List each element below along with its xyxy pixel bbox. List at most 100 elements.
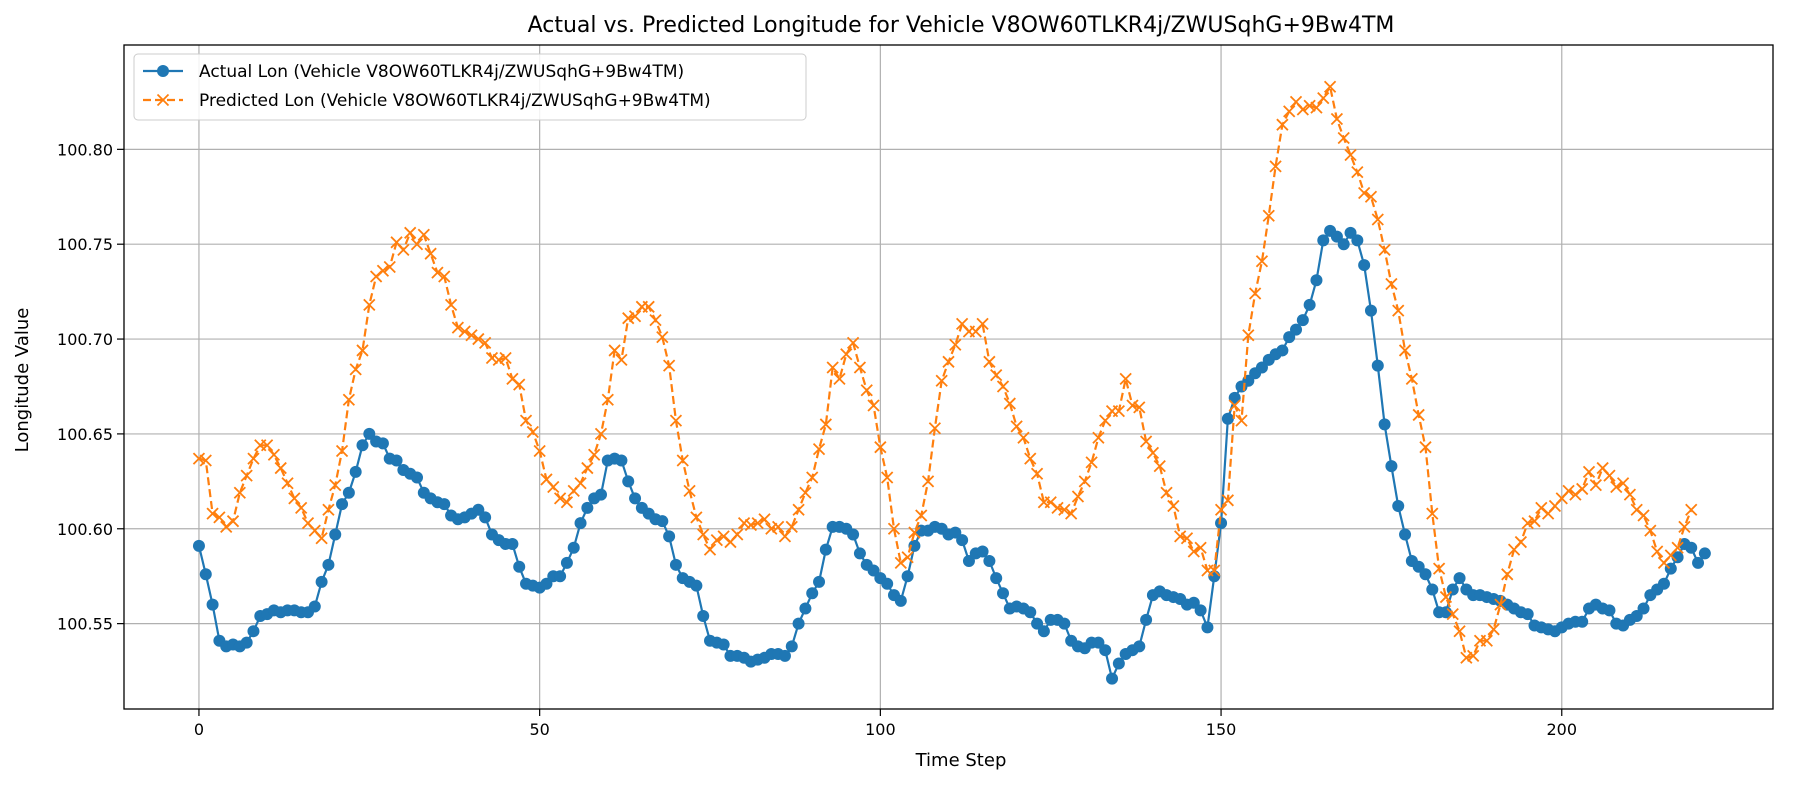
predicted-point — [881, 471, 894, 484]
actual-point — [1453, 572, 1466, 585]
predicted-point — [772, 520, 785, 534]
actual-point — [1317, 234, 1330, 247]
predicted-point — [1255, 255, 1269, 268]
predicted-point — [281, 477, 294, 490]
predicted-point — [744, 518, 758, 532]
predicted-point — [1480, 634, 1493, 647]
actual-point — [1228, 391, 1241, 404]
x-tick-label: 200 — [1546, 720, 1577, 739]
predicted-point — [574, 477, 587, 490]
actual-point — [956, 534, 969, 547]
predicted-point — [628, 310, 642, 323]
predicted-point — [656, 331, 669, 344]
predicted-point — [901, 551, 914, 564]
predicted-point — [949, 338, 962, 351]
actual-point — [669, 558, 682, 571]
predicted-point — [1024, 452, 1037, 465]
actual-point — [1698, 547, 1711, 560]
predicted-point — [1092, 431, 1105, 444]
predicted-point — [990, 368, 1003, 382]
predicted-point — [526, 425, 539, 439]
predicted-point — [233, 486, 246, 499]
y-tick-label: 100.55 — [57, 615, 113, 634]
predicted-point — [935, 374, 948, 387]
predicted-point — [1603, 469, 1616, 482]
predicted-point — [1678, 520, 1691, 534]
actual-point — [336, 498, 349, 511]
actual-point — [349, 465, 362, 478]
actual-point — [976, 545, 989, 558]
actual-point — [315, 575, 328, 588]
predicted-point — [451, 321, 465, 334]
predicted-point — [1651, 545, 1664, 558]
predicted-point — [1562, 484, 1575, 497]
predicted-point — [710, 534, 723, 547]
predicted-point — [1133, 401, 1146, 414]
predicted-point — [1589, 479, 1602, 492]
predicted-point — [867, 399, 880, 412]
predicted-point — [887, 522, 901, 535]
predicted-point — [649, 313, 662, 327]
actual-point — [1037, 625, 1050, 638]
predicted-point — [778, 530, 792, 543]
predicted-point — [1296, 103, 1309, 116]
predicted-point — [1065, 507, 1078, 520]
predicted-point — [1242, 329, 1255, 342]
predicted-point — [1248, 287, 1262, 300]
actual-point — [438, 498, 451, 511]
actual-point — [1419, 568, 1432, 581]
predicted-point — [1323, 80, 1337, 93]
predicted-point — [1426, 507, 1439, 520]
predicted-point — [472, 332, 485, 346]
legend-marker — [157, 65, 169, 77]
predicted-point — [1405, 372, 1418, 386]
predicted-point — [295, 501, 308, 515]
predicted-point — [492, 353, 505, 367]
series-line-predicted — [198, 85, 1693, 659]
actual-point — [983, 555, 996, 568]
predicted-point — [1453, 625, 1466, 638]
predicted-point — [376, 264, 390, 277]
actual-point — [356, 439, 369, 452]
predicted-point — [1208, 564, 1221, 577]
actual-point — [1140, 613, 1153, 626]
predicted-point — [1303, 99, 1316, 112]
y-tick-label: 100.60 — [57, 520, 113, 539]
predicted-point — [1644, 524, 1657, 537]
predicted-point — [1494, 598, 1507, 611]
predicted-point — [1221, 494, 1235, 507]
actual-point — [690, 579, 703, 592]
x-tick-label: 50 — [529, 720, 549, 739]
predicted-point — [1317, 91, 1330, 105]
actual-point — [329, 528, 342, 541]
legend-label: Actual Lon (Vehicle V8OW60TLKR4j/ZWUSqhG… — [199, 62, 684, 82]
predicted-point — [928, 422, 942, 435]
predicted-point — [322, 503, 335, 516]
actual-point — [853, 547, 866, 560]
predicted-point — [799, 486, 812, 499]
actual-point — [376, 437, 389, 450]
predicted-point — [1126, 399, 1139, 412]
predicted-point — [1610, 480, 1623, 494]
predicted-point — [404, 226, 417, 239]
actual-point — [615, 454, 628, 467]
y-tick-label: 100.70 — [57, 330, 113, 349]
predicted-point — [840, 348, 853, 361]
predicted-point — [335, 444, 349, 458]
predicted-point — [383, 260, 396, 274]
predicted-point — [1337, 131, 1350, 145]
predicted-point — [363, 298, 376, 312]
predicted-point — [615, 353, 628, 367]
predicted-point — [192, 452, 206, 465]
actual-point — [513, 560, 526, 573]
predicted-point — [683, 484, 696, 497]
predicted-point — [1460, 651, 1473, 664]
actual-point — [894, 594, 907, 607]
predicted-point — [1392, 304, 1405, 317]
predicted-point — [751, 516, 764, 530]
actual-point — [778, 649, 791, 662]
actual-point — [1290, 323, 1303, 336]
predicted-point — [737, 516, 751, 530]
predicted-point — [267, 448, 281, 461]
predicted-point — [1371, 213, 1384, 226]
